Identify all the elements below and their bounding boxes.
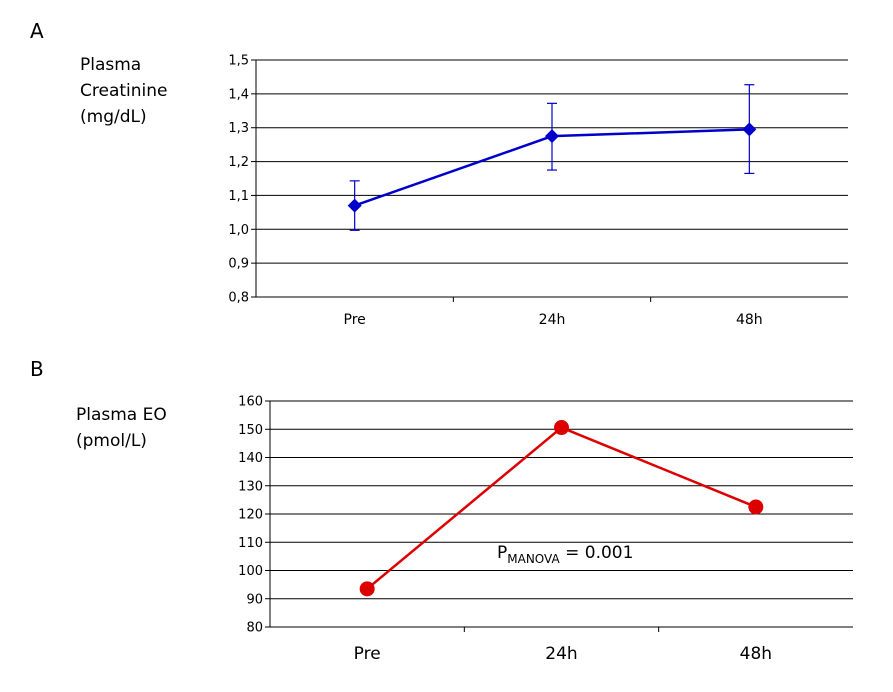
y-tick-label: 90: [246, 592, 263, 607]
p-value-symbol: P: [497, 543, 507, 563]
chart-a-ylabel-line-2: Creatinine: [80, 81, 167, 101]
y-tick-label: 0,9: [228, 257, 249, 272]
data-point-circle: [359, 581, 375, 597]
y-tick-label: 1,4: [228, 87, 249, 102]
x-tick-label: Pre: [354, 644, 381, 664]
chart-b-ylabel-line-2: (pmol/L): [76, 431, 147, 451]
y-tick-label: 1,0: [228, 223, 249, 238]
chart-a-ylabel-line-1: Plasma: [80, 55, 141, 75]
x-tick-label: 24h: [539, 312, 566, 328]
p-value-subscript: MANOVA: [507, 552, 560, 566]
panel-letter-b: B: [30, 357, 44, 381]
chart-b: 80 90 100 110 120 130 140 150 160 Pre 24h 48h PMANOV…: [238, 395, 853, 664]
p-value-text: = 0.001: [560, 543, 634, 563]
y-tick-label: 110: [238, 536, 263, 551]
y-tick-label: 150: [238, 423, 263, 438]
chart-a-ylabel: Plasma Creatinine (mg/dL): [80, 55, 167, 127]
data-point-diamond: [742, 122, 757, 137]
chart-b-ylabel: Plasma EO (pmol/L): [76, 405, 167, 451]
y-tick-label: 1,3: [228, 121, 249, 136]
y-tick-label: 0,8: [228, 291, 249, 306]
chart-a-ylabel-line-3: (mg/dL): [80, 107, 147, 127]
y-tick-label: 1,1: [228, 189, 249, 204]
y-tick-label: 1,2: [228, 155, 249, 170]
y-tick-label: 100: [238, 564, 263, 579]
series-line: [366, 426, 757, 590]
p-value-annotation: PMANOVA = 0.001: [497, 543, 633, 566]
x-tick-label: Pre: [344, 312, 366, 328]
y-tick-label: 1,5: [228, 54, 249, 69]
y-tick-label: 140: [238, 451, 263, 466]
x-tick-label: 48h: [736, 312, 763, 328]
data-point-circle: [748, 499, 764, 515]
x-tick-label: 48h: [740, 644, 772, 664]
data-point-circle: [554, 420, 569, 436]
y-tick-label: 130: [238, 479, 263, 494]
y-tick-label: 80: [246, 621, 263, 636]
y-tick-label: 160: [238, 395, 263, 410]
panel-letter-a: A: [30, 19, 44, 43]
data-point-diamond: [347, 198, 362, 213]
x-tick-label: 24h: [545, 644, 577, 664]
chart-b-ylabel-line-1: Plasma EO: [76, 405, 167, 425]
data-point-diamond: [545, 129, 559, 144]
y-tick-label: 120: [238, 508, 263, 523]
chart-a: 0,8 0,9 1,0 1,1 1,2 1,3 1,4 1,5 Pre 24h 48h: [228, 54, 848, 328]
